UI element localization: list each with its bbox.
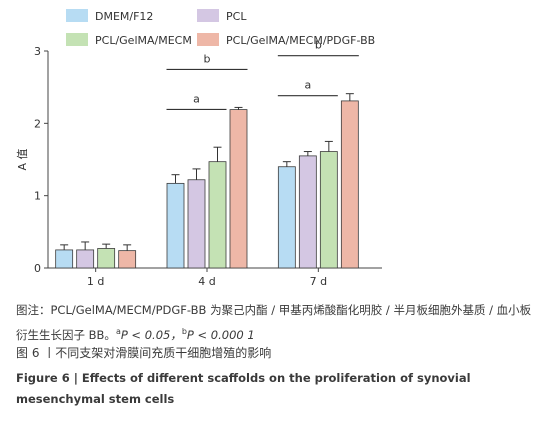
figure-title-cn: 图 6 丨不同支架对滑膜间充质干细胞增殖的影响 [16, 346, 272, 360]
x-tick-label: 7 d [310, 275, 327, 288]
legend-label: PCL/GelMA/MECM [95, 34, 192, 47]
sig-a-text: P < 0.05， [120, 327, 182, 342]
figure-title-en: Figure 6 | Effects of different scaffold… [16, 371, 471, 406]
y-tick-label: 1 [34, 190, 41, 203]
bar [340, 100, 359, 269]
y-axis-label: A 值 [16, 148, 29, 170]
y-tick-label: 3 [34, 45, 41, 58]
significance-label: b [315, 39, 322, 52]
legend-label: DMEM/F12 [95, 10, 153, 23]
bar [55, 249, 74, 269]
bar [97, 248, 116, 269]
legend-label: PCL [226, 10, 247, 23]
note-text: 图注：PCL/GelMA/MECM/PDGF-BB 为聚己内酯 / 甲基丙烯酸酯… [16, 303, 532, 342]
bar [277, 166, 296, 269]
x-tick-label: 1 d [87, 275, 104, 288]
y-tick-label: 2 [34, 117, 41, 130]
significance-label: a [193, 92, 200, 105]
bar [166, 182, 185, 269]
bar [229, 109, 248, 269]
bar [187, 179, 206, 269]
bar [208, 161, 227, 269]
bar [298, 155, 317, 269]
significance-label: b [204, 52, 211, 65]
chart-legend: DMEM/F12 PCL PCL/GelMA/MECM PCL/GelMA/MECM/… [66, 9, 375, 47]
significance-annotations: a b a b [166, 39, 359, 111]
sig-a-mark: a [115, 327, 121, 336]
sig-b-mark: b [181, 327, 187, 336]
figure-note: 图注：PCL/GelMA/MECM/PDGF-BB 为聚己内酯 / 甲基丙烯酸酯… [16, 300, 536, 346]
legend-swatch [66, 9, 88, 22]
y-tick-label: 0 [34, 262, 41, 275]
legend-label: PCL/GelMA/MECM/PDGF-BB [226, 34, 375, 47]
legend-swatch [197, 9, 219, 22]
significance-label: a [304, 79, 311, 92]
x-tick-label: 4 d [198, 275, 215, 288]
bar [118, 250, 137, 269]
bar [319, 151, 338, 269]
bar [76, 249, 95, 269]
legend-swatch [66, 33, 88, 46]
legend-swatch [197, 33, 219, 46]
chart-bars [55, 93, 359, 269]
sig-b-text: P < 0.000 1 [186, 327, 255, 342]
